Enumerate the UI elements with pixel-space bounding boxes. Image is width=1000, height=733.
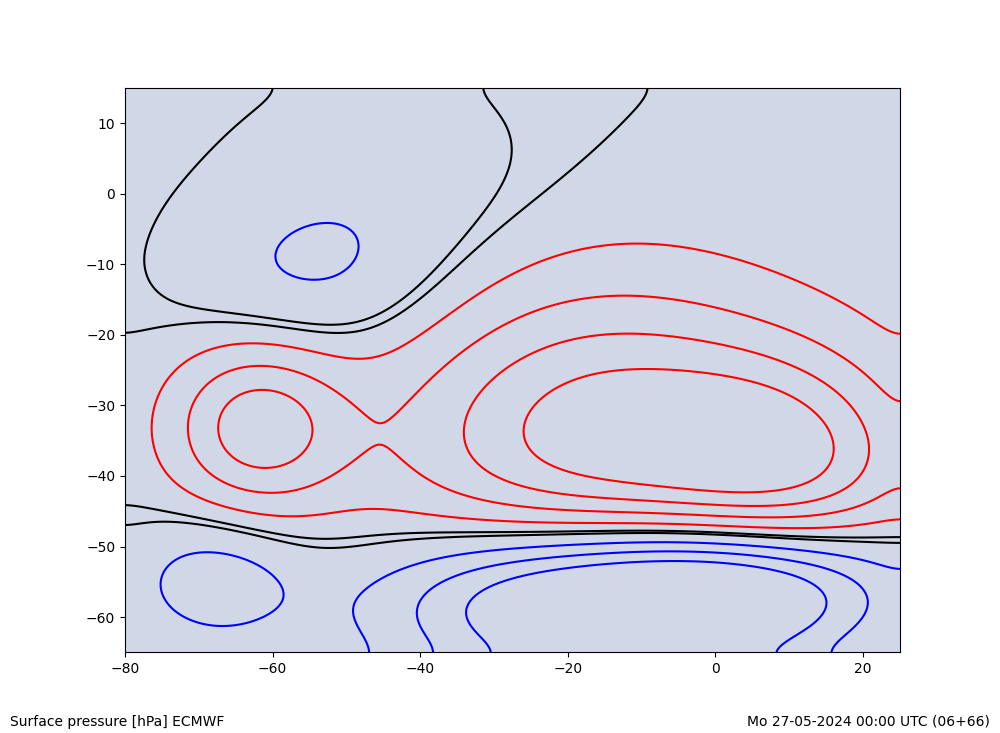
- Text: Mo 27-05-2024 00:00 UTC (06+66): Mo 27-05-2024 00:00 UTC (06+66): [747, 715, 990, 729]
- Text: Surface pressure [hPa] ECMWF: Surface pressure [hPa] ECMWF: [10, 715, 224, 729]
